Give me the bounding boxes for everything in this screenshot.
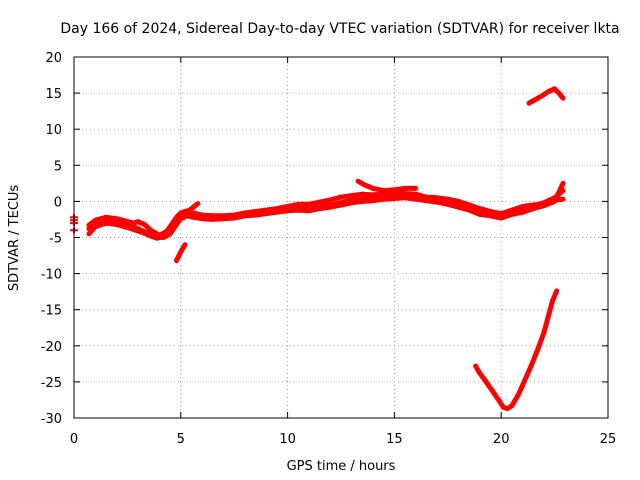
x-tick-label: 25 bbox=[600, 432, 617, 447]
y-tick-label: -25 bbox=[41, 376, 62, 391]
x-tick-label: 0 bbox=[70, 432, 78, 447]
x-axis-label: GPS time / hours bbox=[287, 459, 396, 474]
series-line-7 bbox=[473, 288, 560, 412]
y-tick-label: -5 bbox=[49, 232, 62, 247]
y-tick-label: -15 bbox=[41, 304, 62, 319]
series-line-4 bbox=[174, 242, 188, 264]
series-layer bbox=[70, 86, 566, 412]
series-line-1 bbox=[86, 188, 566, 239]
grid-layer bbox=[74, 57, 608, 418]
y-tick-label: 5 bbox=[54, 159, 62, 174]
y-tick-label: -10 bbox=[41, 268, 62, 283]
y-tick-label: 15 bbox=[45, 87, 62, 102]
series-line-2 bbox=[86, 180, 566, 240]
series-line-8 bbox=[526, 86, 566, 106]
series-line-6 bbox=[355, 178, 419, 194]
y-axis-label: SDTVAR / TECUs bbox=[7, 185, 22, 292]
y-tick-label: 20 bbox=[45, 51, 62, 66]
y-tick-label: 10 bbox=[45, 123, 62, 138]
y-tick-label: 0 bbox=[54, 195, 62, 210]
x-tick-label: 20 bbox=[493, 432, 510, 447]
y-tick-label: -20 bbox=[41, 340, 62, 355]
x-tick-label: 5 bbox=[177, 432, 185, 447]
x-tick-label: 15 bbox=[386, 432, 403, 447]
x-tick-label: 10 bbox=[279, 432, 296, 447]
x-axis-ticks: 0 5 10 15 20 25 bbox=[70, 57, 616, 447]
series-line-3 bbox=[159, 201, 201, 240]
chart-title: Day 166 of 2024, Sidereal Day-to-day VTE… bbox=[60, 21, 619, 37]
y-tick-label: -30 bbox=[41, 412, 62, 427]
y-axis-ticks: -30 -25 -20 -15 -10 -5 0 5 10 15 20 bbox=[41, 51, 608, 427]
